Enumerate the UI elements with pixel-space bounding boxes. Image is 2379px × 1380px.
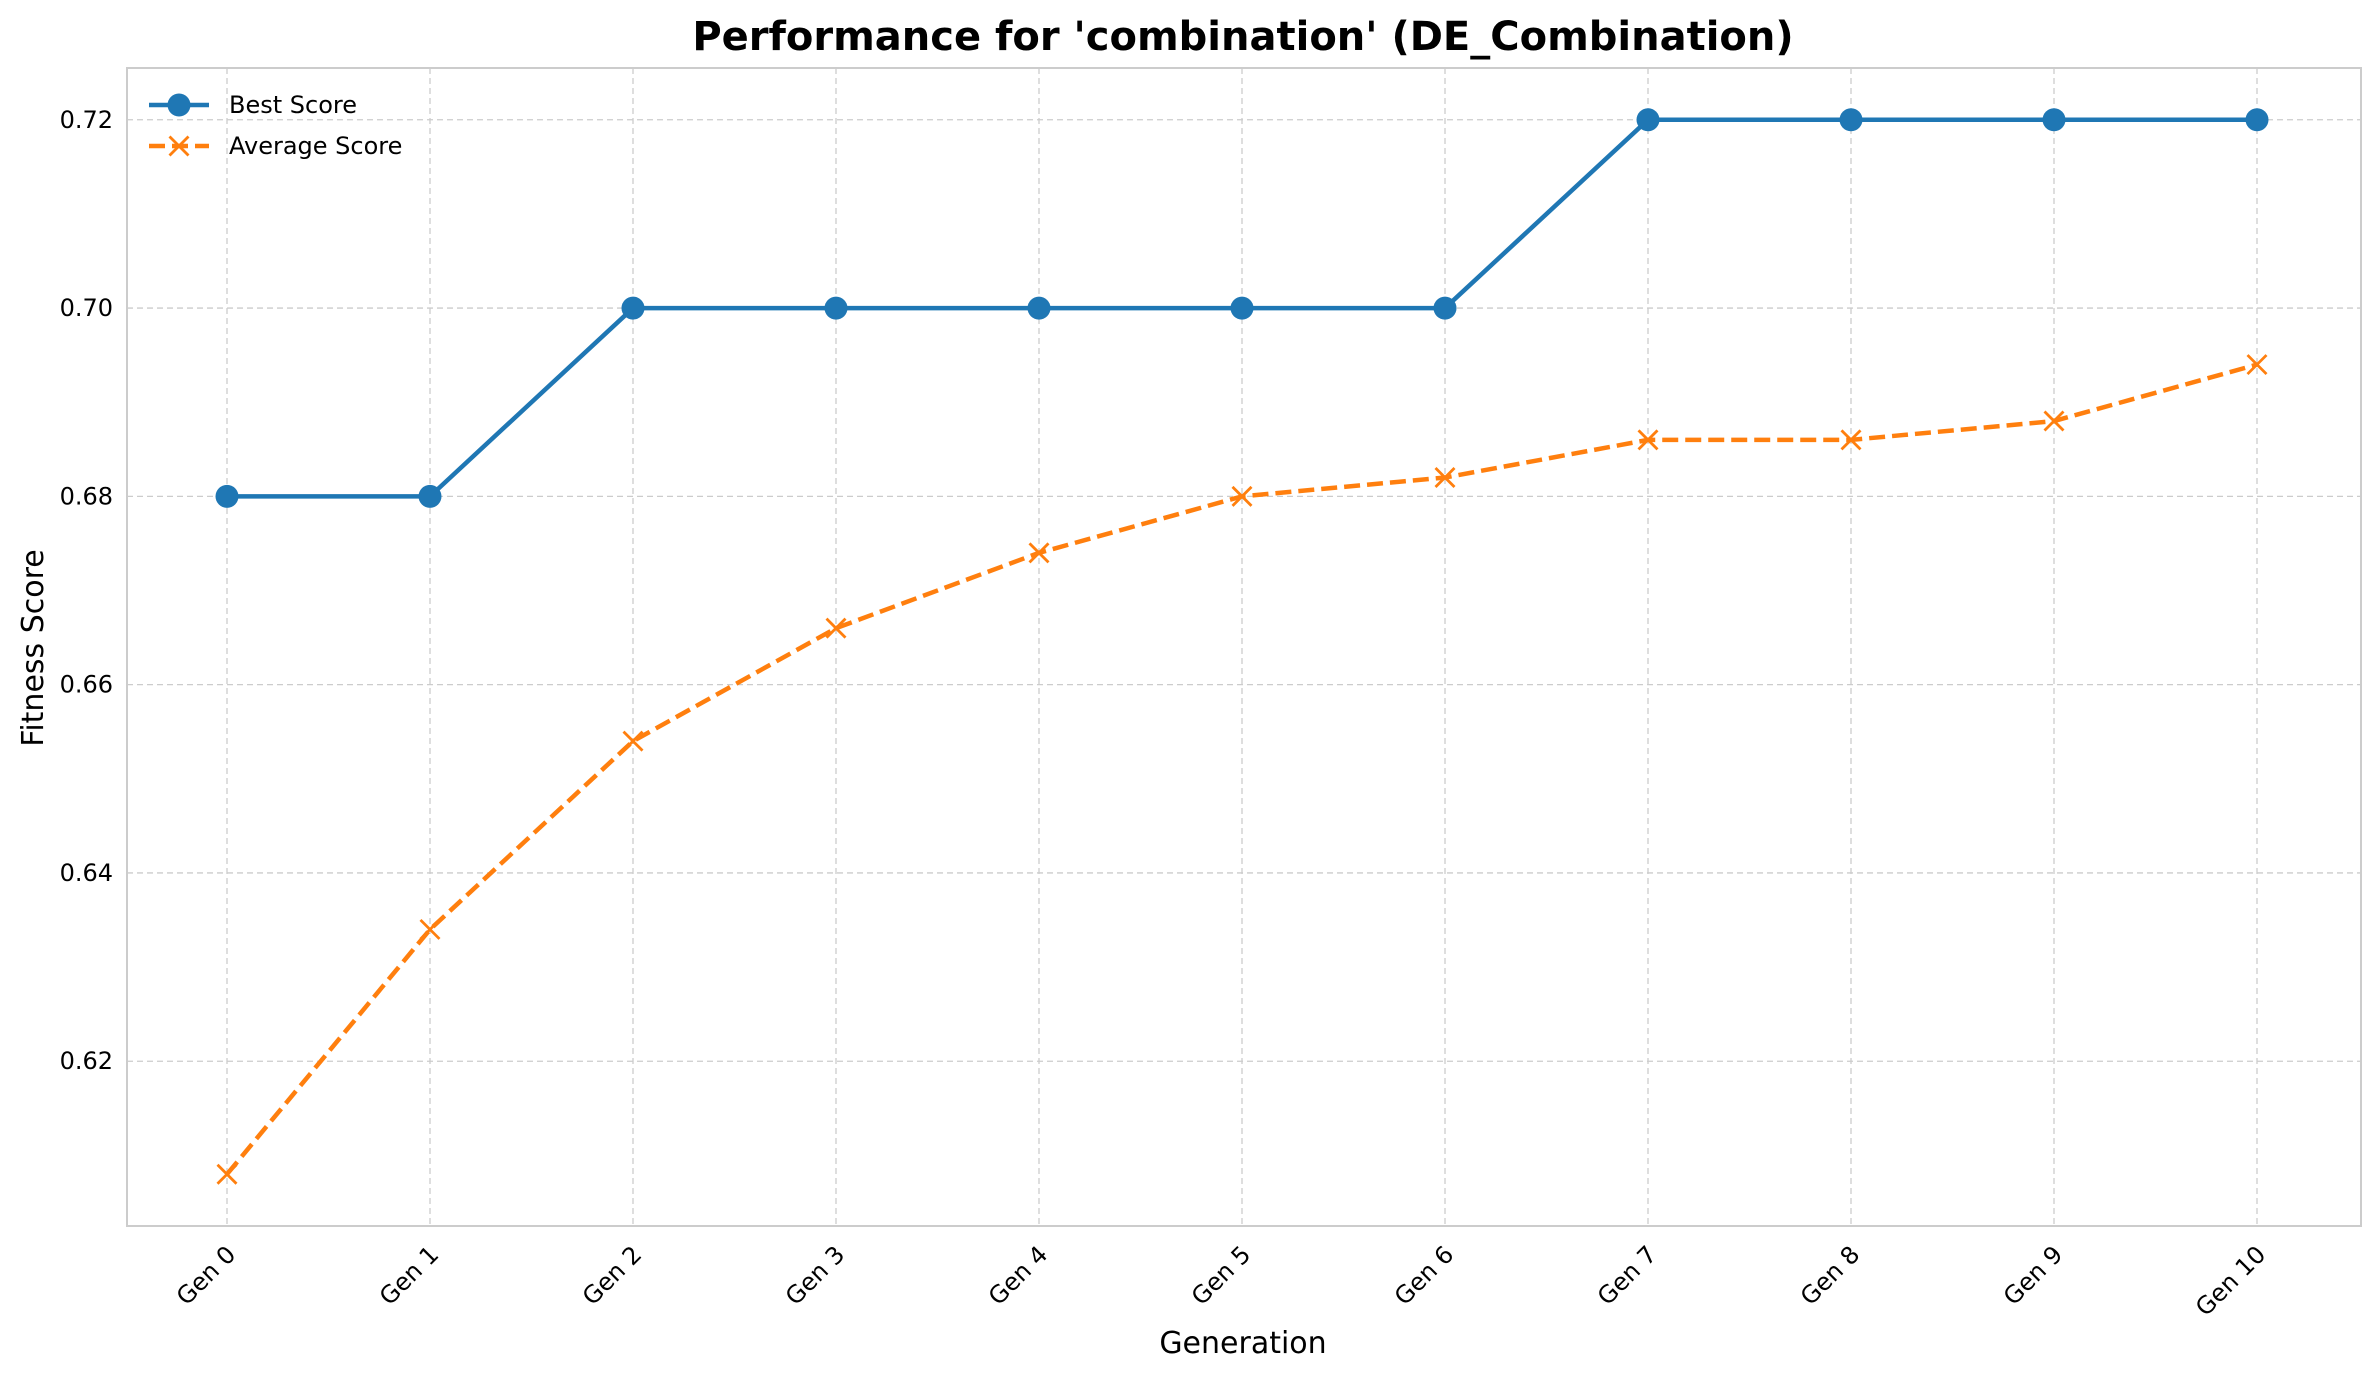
x-tick-label: Gen 7 — [1592, 1240, 1662, 1310]
x-tick-label: Gen 10 — [2190, 1240, 2271, 1321]
data-point — [825, 617, 847, 639]
data-point — [2245, 108, 2269, 132]
y-tick-label: 0.64 — [60, 859, 113, 887]
y-tick-label: 0.66 — [60, 671, 113, 699]
series-layer — [215, 108, 2269, 1185]
data-point — [1027, 296, 1051, 320]
x-tick-label: Gen 2 — [577, 1240, 647, 1310]
x-tick-label: Gen 5 — [1186, 1240, 1256, 1310]
data-point — [2043, 410, 2065, 432]
data-point — [1231, 485, 1253, 507]
legend-marker — [167, 93, 191, 117]
plot-frame — [126, 67, 2362, 1227]
data-point — [2042, 108, 2066, 132]
legend-label: Average Score — [229, 132, 402, 160]
x-tick-labels: Gen 0 Gen 1 Gen 2 Gen 3 Gen 4 Gen 5 Gen 6 Gen 7… — [171, 1240, 2271, 1321]
data-point — [621, 296, 645, 320]
legend-marker — [168, 135, 190, 157]
data-point — [216, 1163, 238, 1185]
y-tick-label: 0.68 — [60, 482, 113, 510]
y-tick-label: 0.62 — [60, 1047, 113, 1075]
data-point — [418, 484, 442, 508]
data-point — [1839, 108, 1863, 132]
y-tick-label: 0.72 — [60, 106, 113, 134]
data-point — [2246, 354, 2268, 376]
y-axis-label: Fitness Score — [16, 549, 51, 746]
x-tick-label: Gen 8 — [1795, 1240, 1865, 1310]
x-tick-label: Gen 1 — [374, 1240, 444, 1310]
data-point — [1434, 467, 1456, 489]
data-point — [1028, 542, 1050, 564]
x-tick-label: Gen 4 — [983, 1240, 1053, 1310]
x-tick-label: Gen 9 — [1998, 1240, 2068, 1310]
series-1 — [216, 354, 2268, 1185]
data-point — [824, 296, 848, 320]
data-point — [215, 484, 239, 508]
x-tick-label: Gen 0 — [171, 1240, 241, 1310]
data-point — [419, 918, 441, 940]
grid — [127, 68, 2361, 1226]
legend-item: Best Score — [149, 91, 357, 119]
chart-title: Performance for 'combination' (DE_Combin… — [692, 14, 1793, 60]
y-tick-labels: 0.62 0.64 0.66 0.68 0.70 0.72 — [60, 106, 113, 1075]
data-point — [1840, 429, 1862, 451]
x-axis-label: Generation — [1159, 1326, 1326, 1361]
legend-item: Average Score — [149, 132, 402, 160]
legend-label: Best Score — [229, 91, 357, 119]
x-tick-label: Gen 3 — [780, 1240, 850, 1310]
legend: Best Score Average Score — [149, 91, 402, 160]
series-0 — [215, 108, 2269, 508]
data-point — [1637, 429, 1659, 451]
data-point — [1433, 296, 1457, 320]
x-tick-label: Gen 6 — [1389, 1240, 1459, 1310]
y-tick-label: 0.70 — [60, 294, 113, 322]
data-point — [622, 730, 644, 752]
data-point — [1230, 296, 1254, 320]
data-point — [1636, 108, 1660, 132]
